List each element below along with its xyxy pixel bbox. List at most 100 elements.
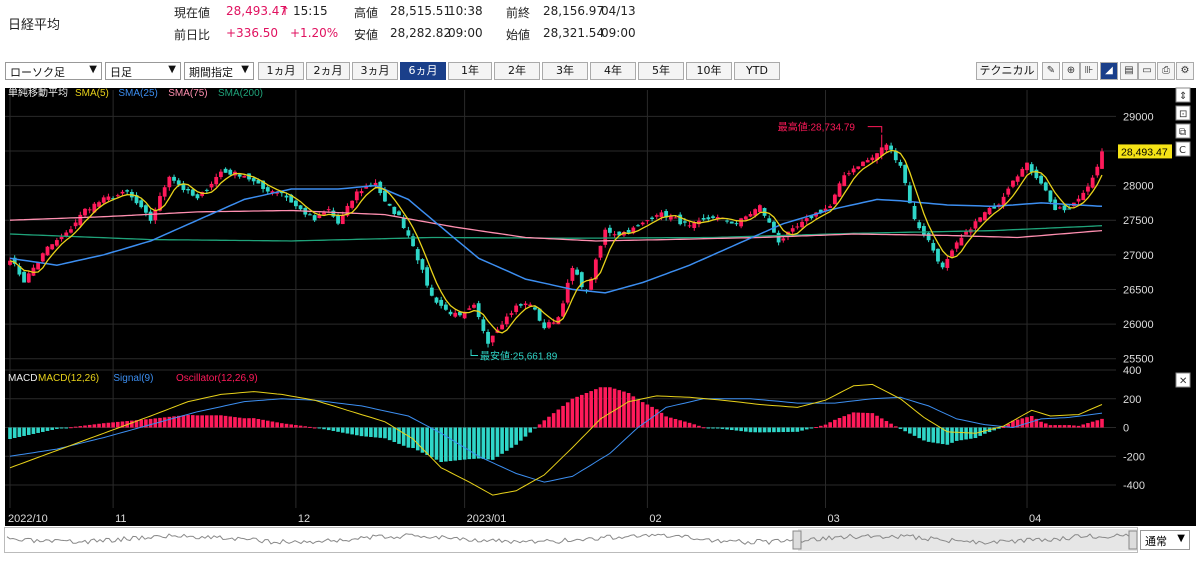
- oscillator-bar: [458, 427, 462, 461]
- range-mode-value: 期間指定: [189, 66, 233, 79]
- oscillator-bar: [945, 427, 950, 445]
- oscillator-bar: [41, 427, 45, 432]
- sma-legend-item: SMA(75): [168, 88, 207, 99]
- oscillator-bar: [842, 416, 847, 428]
- oscillator-bar: [298, 425, 303, 428]
- reset-icon[interactable]: [1175, 141, 1191, 157]
- candle-body: [865, 160, 870, 163]
- lock-icon[interactable]: [1175, 105, 1191, 121]
- chart-type-select[interactable]: ローソク足 ▼: [5, 62, 102, 80]
- close-icon[interactable]: [1175, 372, 1191, 388]
- candle-body: [293, 200, 298, 207]
- range-mode-select[interactable]: 期間指定 ▼: [184, 62, 254, 80]
- period-button-1[interactable]: 2ヵ月: [306, 62, 350, 80]
- candle-body: [434, 297, 439, 303]
- candle-body: [533, 307, 537, 310]
- oscillator-bar: [814, 427, 818, 429]
- area-chart-icon[interactable]: ◢: [1100, 62, 1118, 80]
- draw-pen-icon[interactable]: ✎: [1042, 62, 1060, 80]
- index-name: 日経平均: [8, 18, 61, 33]
- candle-body: [907, 185, 912, 204]
- candle-body: [162, 187, 167, 197]
- candle-body: [40, 253, 45, 262]
- scroll-handle-left[interactable]: [792, 530, 802, 550]
- candle-body: [106, 196, 111, 200]
- candle-body: [1015, 176, 1020, 182]
- price-tick-label: 26500: [1123, 284, 1154, 296]
- oscillator-bar: [565, 402, 570, 428]
- bar-chart-icon[interactable]: ⊪: [1080, 62, 1098, 80]
- oscillator-bar: [579, 394, 584, 428]
- period-button-0[interactable]: 1ヵ月: [258, 62, 304, 80]
- scroll-mode-select[interactable]: 通常 ▼: [1140, 530, 1190, 550]
- oscillator-bar: [270, 421, 275, 428]
- oscillator-bar: [837, 417, 842, 428]
- oscillator-bar: [720, 427, 725, 429]
- print-icon[interactable]: ⎙: [1157, 62, 1175, 80]
- oscillator-bar: [790, 427, 795, 432]
- oscillator-bar: [22, 427, 26, 436]
- candle-body: [954, 242, 959, 249]
- oscillator-bar: [664, 416, 668, 428]
- zoom-icon[interactable]: ⊕: [1062, 62, 1080, 80]
- oscillator-bar: [219, 415, 223, 428]
- oscillator-bar: [584, 393, 589, 428]
- candle-body: [500, 324, 505, 330]
- period-button-10[interactable]: YTD: [734, 62, 780, 80]
- price-chart[interactable]: 2550026000265002700027500280002850029000…: [0, 84, 1200, 526]
- period-button-8[interactable]: 5年: [638, 62, 684, 80]
- period-button-6[interactable]: 3年: [542, 62, 588, 80]
- range-scrollbar[interactable]: [4, 527, 1138, 553]
- main-plot-area: [5, 88, 1116, 369]
- period-button-7[interactable]: 4年: [590, 62, 636, 80]
- period-button-4[interactable]: 1年: [448, 62, 492, 80]
- period-button-9[interactable]: 10年: [686, 62, 732, 80]
- scroll-handle-right[interactable]: [1128, 530, 1138, 550]
- candle-body: [1001, 196, 1006, 207]
- sma-legend-item: SMA(200): [218, 88, 263, 99]
- candle-body: [739, 218, 744, 227]
- oscillator-bar: [223, 415, 228, 428]
- candle-body: [1048, 190, 1053, 202]
- candle-body: [190, 189, 195, 196]
- gear-icon[interactable]: ⚙: [1176, 62, 1194, 80]
- candle-body: [392, 206, 397, 214]
- period-button-3[interactable]: 6ヵ月: [400, 62, 446, 80]
- popout-icon[interactable]: [1175, 123, 1191, 139]
- candle-body: [336, 215, 340, 224]
- candle-body: [842, 175, 847, 187]
- oscillator-bar: [1095, 420, 1100, 428]
- oscillator-bar: [364, 427, 368, 437]
- expand-icon[interactable]: [1175, 87, 1191, 103]
- oscillator-bar: [148, 418, 153, 428]
- document-icon[interactable]: ▤: [1120, 62, 1138, 80]
- candle-body: [251, 178, 256, 182]
- oscillator-bar: [669, 417, 673, 428]
- oscillator-bar: [31, 427, 36, 434]
- price-tick-label: 27000: [1123, 250, 1154, 262]
- interval-select[interactable]: 日足 ▼: [105, 62, 181, 80]
- oscillator-bar: [589, 391, 593, 428]
- oscillator-bar: [1034, 418, 1039, 428]
- oscillator-bar: [654, 409, 659, 428]
- macd-legend-item: Oscillator(12,26,9): [176, 373, 258, 384]
- candle-body: [134, 195, 139, 204]
- candle-body: [97, 202, 101, 207]
- range-overview: [6, 529, 1138, 551]
- macd-tick-label: -400: [1123, 480, 1145, 492]
- oscillator-bar: [45, 427, 50, 431]
- oscillator-bar: [190, 415, 195, 428]
- technical-button[interactable]: テクニカル: [976, 62, 1038, 80]
- chart-type-value: ローソク足: [10, 66, 65, 79]
- folder-icon[interactable]: ▭: [1138, 62, 1156, 80]
- candle-body: [17, 266, 22, 275]
- candle-body: [612, 234, 617, 236]
- oscillator-bar: [959, 427, 964, 441]
- candle-body: [898, 162, 903, 166]
- period-button-5[interactable]: 2年: [494, 62, 540, 80]
- oscillator-bar: [922, 427, 926, 441]
- candle-body: [757, 205, 762, 212]
- max-annotation: 最高値:28,734.79: [778, 121, 856, 134]
- period-button-2[interactable]: 3ヵ月: [352, 62, 398, 80]
- candle-body: [1095, 166, 1100, 176]
